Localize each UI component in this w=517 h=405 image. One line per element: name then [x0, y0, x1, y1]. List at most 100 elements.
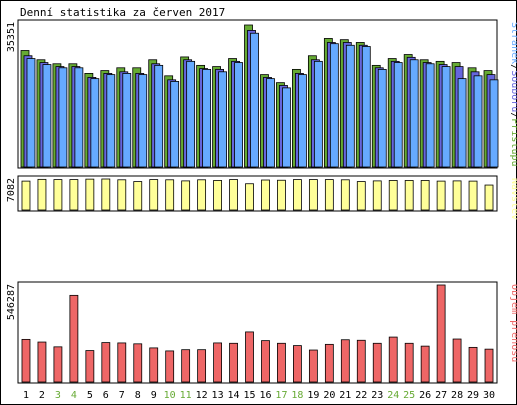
bar-strnek-7 — [122, 73, 132, 168]
bar-navstev-3 — [53, 179, 63, 211]
x-tick-label: 24 — [387, 390, 399, 401]
x-tick-label: 7 — [119, 390, 125, 401]
bar-navstev-23 — [372, 180, 382, 211]
bar-strnek-9 — [154, 64, 164, 168]
bar-strnek-5 — [90, 78, 100, 168]
bar-strnek-3 — [58, 67, 68, 168]
x-tick-label: 5 — [87, 390, 93, 401]
bar-strnek-24 — [393, 62, 403, 168]
bar-strnek-1 — [26, 58, 36, 168]
legend-entry: Objem přenosu — [509, 284, 517, 362]
x-tick-label: 21 — [339, 390, 351, 401]
bar-prenos-27 — [436, 284, 446, 383]
bar-strnek-17 — [282, 87, 291, 168]
bar-prenos-7 — [117, 342, 127, 383]
legend: Návštěv — [509, 178, 517, 220]
bar-navstev-19 — [308, 179, 318, 211]
bar-strnek-29 — [473, 75, 483, 168]
bar-navstev-17 — [277, 179, 286, 211]
bar-prenos-10 — [165, 350, 175, 383]
x-tick-label: 9 — [151, 390, 157, 401]
bar-prenos-19 — [308, 349, 318, 383]
y-max-label: 546287 — [6, 284, 17, 320]
bar-navstev-30 — [484, 184, 494, 211]
bar-prenos-12 — [197, 349, 207, 383]
bar-prenos-25 — [404, 342, 414, 383]
bar-strnek-15 — [250, 32, 259, 168]
bar-navstev-25 — [404, 180, 414, 211]
bar-strnek-27 — [441, 66, 451, 168]
panel-1: 35351 Stránek/Souborů/Přístupů — [6, 19, 517, 169]
bar-prenos-18 — [293, 345, 302, 383]
x-tick-label: 23 — [371, 390, 383, 401]
bar-navstev-4 — [69, 179, 79, 211]
x-tick-label: 20 — [323, 390, 335, 401]
bar-strnek-26 — [425, 63, 435, 168]
bar-strnek-28 — [457, 78, 467, 168]
bar-prenos-15 — [245, 331, 254, 383]
bar-prenos-11 — [181, 349, 191, 383]
bar-prenos-17 — [277, 342, 286, 383]
bar-strnek-11 — [186, 60, 196, 168]
bar-navstev-29 — [468, 180, 478, 211]
legend: Objem přenosu — [509, 284, 517, 362]
bar-prenos-16 — [261, 340, 270, 383]
bar-navstev-21 — [340, 179, 350, 211]
bar-strnek-8 — [138, 74, 148, 168]
bar-prenos-5 — [85, 350, 95, 383]
x-tick-label: 10 — [164, 390, 176, 401]
x-tick-label: 1 — [23, 390, 29, 401]
x-tick-label: 29 — [467, 390, 479, 401]
legend-entry: Přístupů — [509, 118, 517, 166]
legend-entry: Souborů — [509, 70, 517, 112]
panel-frame — [17, 281, 498, 384]
bar-prenos-14 — [229, 342, 238, 383]
bar-navstev-11 — [181, 180, 191, 211]
bar-strnek-23 — [377, 68, 387, 168]
bar-navstev-14 — [229, 179, 238, 211]
bar-navstev-7 — [117, 179, 127, 211]
bar-strnek-2 — [42, 64, 52, 168]
bar-strnek-22 — [361, 46, 371, 168]
bar-strnek-20 — [329, 43, 339, 168]
bar-prenos-30 — [484, 348, 494, 383]
bar-strnek-30 — [489, 79, 499, 168]
bar-prenos-26 — [420, 345, 430, 383]
bar-strnek-4 — [74, 67, 84, 168]
x-tick-label: 3 — [55, 390, 61, 401]
bar-strnek-6 — [106, 74, 116, 168]
bar-prenos-1 — [21, 338, 31, 383]
legend-entry: Stránek — [509, 22, 517, 64]
x-tick-label: 28 — [451, 390, 463, 401]
x-tick-label: 13 — [212, 390, 224, 401]
bar-navstev-20 — [324, 179, 334, 211]
bar-strnek-10 — [170, 81, 180, 168]
bar-navstev-18 — [293, 179, 302, 211]
bar-navstev-28 — [452, 180, 462, 211]
bar-prenos-23 — [372, 342, 382, 383]
bar-navstev-1 — [21, 180, 31, 211]
bar-strnek-16 — [266, 78, 275, 168]
bar-prenos-22 — [356, 339, 366, 383]
x-tick-label: 4 — [71, 390, 77, 401]
bar-navstev-9 — [149, 179, 159, 211]
legend: Stránek/Souborů/Přístupů — [509, 22, 517, 167]
legend-entry: Návštěv — [509, 178, 517, 220]
panel-3: 546287 Objem přenosu — [6, 281, 517, 384]
panel-frame — [17, 175, 498, 212]
bar-navstev-27 — [436, 180, 446, 211]
bar-prenos-3 — [53, 346, 63, 383]
bar-prenos-28 — [452, 338, 462, 383]
bar-strnek-19 — [313, 60, 323, 168]
x-tick-label: 12 — [196, 390, 208, 401]
bar-prenos-29 — [468, 346, 478, 383]
x-tick-label: 19 — [307, 390, 319, 401]
x-tick-label: 30 — [483, 390, 495, 401]
bar-navstev-24 — [388, 180, 398, 211]
bar-prenos-13 — [213, 342, 222, 383]
x-tick-label: 11 — [180, 390, 192, 401]
bar-prenos-2 — [37, 341, 47, 383]
bar-navstev-13 — [213, 180, 222, 211]
bar-navstev-26 — [420, 180, 430, 211]
